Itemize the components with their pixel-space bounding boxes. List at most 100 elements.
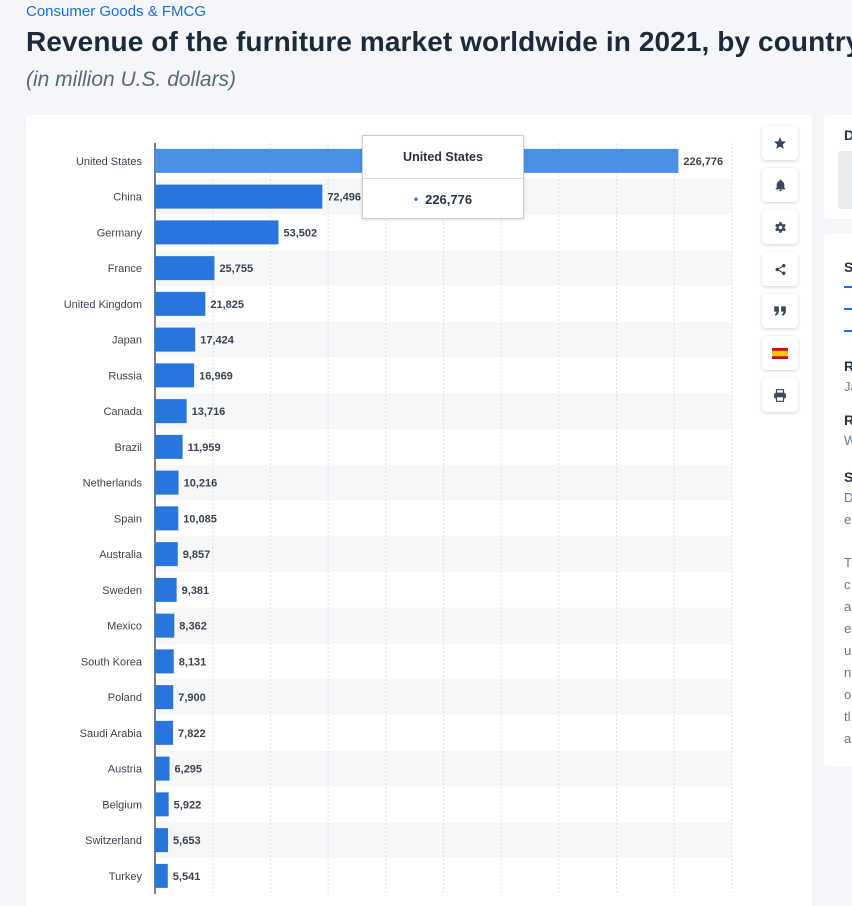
quote-icon — [774, 306, 786, 316]
bar-chart: United States 226,776 China 72,496 Germany 53… — [64, 143, 733, 894]
data-label: 5,541 — [173, 871, 201, 883]
category-label: Austria — [108, 764, 143, 776]
chart-card: United States 226,776 China 72,496 Germany 53… — [26, 115, 812, 906]
side-panel-tab-line — [844, 286, 852, 288]
side-panel-char: W — [844, 433, 852, 448]
category-label: Belgium — [102, 799, 142, 811]
side-panel-char: T — [844, 555, 852, 570]
data-label: 21,825 — [210, 299, 244, 311]
side-panel-char: a — [844, 599, 852, 614]
bar — [155, 613, 175, 638]
data-label: 5,922 — [174, 799, 202, 811]
category-label: Mexico — [107, 621, 142, 633]
bar — [155, 863, 168, 888]
page-title: Revenue of the furniture market worldwid… — [26, 26, 852, 57]
data-label: 53,502 — [283, 227, 317, 239]
bar — [155, 649, 174, 674]
print-button[interactable] — [762, 378, 798, 412]
data-label: 5,653 — [173, 835, 201, 847]
data-label: 226,776 — [683, 156, 723, 168]
side-panel-char: n — [844, 665, 852, 680]
bar — [155, 685, 174, 710]
bar — [155, 220, 279, 245]
category-label: Sweden — [102, 585, 142, 597]
bar — [155, 506, 179, 531]
side-panel-char: S — [844, 469, 852, 485]
side-panel-download: D — [824, 115, 852, 219]
share-button[interactable] — [762, 252, 798, 286]
side-panel-char: c — [844, 577, 851, 592]
bar — [155, 470, 179, 495]
side-panel-char: R — [844, 412, 852, 428]
row-stripe — [155, 679, 732, 715]
category-label: United Kingdom — [64, 299, 142, 311]
row-stripe — [155, 607, 732, 644]
data-label: 10,085 — [183, 513, 217, 525]
spain-flag-icon — [772, 347, 788, 359]
category-label: Germany — [97, 227, 143, 239]
data-label: 11,959 — [188, 442, 221, 454]
language-button[interactable] — [762, 336, 798, 370]
favorite-button[interactable] — [762, 126, 798, 160]
bar — [155, 792, 169, 817]
tooltip-bullet-icon: • — [413, 192, 419, 206]
data-label: 10,216 — [184, 478, 218, 490]
data-label: 72,496 — [327, 192, 361, 204]
side-panel-char: R — [844, 358, 852, 374]
bar — [155, 542, 178, 567]
category-label: Poland — [108, 692, 142, 704]
star-icon — [773, 137, 787, 149]
printer-icon — [774, 388, 786, 402]
side-panel-char: D — [844, 490, 852, 505]
side-panel-info: S R Ja R W S D e T c a e u n o tl a — [824, 234, 852, 766]
data-label: 17,424 — [200, 335, 235, 347]
share-icon — [775, 263, 785, 275]
category-label: Japan — [112, 335, 142, 347]
category-label: South Korea — [81, 656, 143, 668]
category-label: Turkey — [109, 871, 143, 883]
cite-button[interactable] — [762, 294, 798, 328]
category-label: Brazil — [114, 442, 142, 454]
bar — [155, 363, 195, 388]
bar — [155, 184, 323, 209]
data-label: 6,295 — [175, 764, 203, 776]
chart-tooltip: United States • 226,776 — [362, 135, 524, 219]
side-panel-char: tl — [844, 709, 851, 724]
side-panel-tab-line — [844, 308, 852, 310]
row-stripe — [155, 464, 732, 501]
bar — [155, 399, 187, 424]
category-label: Australia — [99, 549, 143, 561]
data-label: 7,900 — [178, 692, 206, 704]
category-label: Russia — [108, 370, 143, 382]
category-label: United States — [76, 156, 143, 168]
chart-toolbar — [762, 126, 798, 420]
notification-button[interactable] — [762, 168, 798, 202]
side-panel-tab-line — [844, 330, 852, 332]
category-label: Switzerland — [85, 835, 142, 847]
data-label: 9,381 — [182, 585, 210, 597]
bar — [155, 720, 174, 745]
side-panel-char: e — [844, 621, 852, 636]
data-label: 25,755 — [219, 263, 253, 275]
side-panel-download-button[interactable] — [838, 151, 852, 209]
category-label: China — [113, 192, 143, 204]
tooltip-value-row: • 226,776 — [363, 179, 523, 219]
data-label: 16,969 — [199, 370, 233, 382]
data-label: 7,822 — [178, 728, 206, 740]
settings-button[interactable] — [762, 210, 798, 244]
data-label: 9,857 — [183, 549, 211, 561]
category-label: France — [108, 263, 142, 275]
category-label: Saudi Arabia — [80, 728, 143, 740]
category-label: Netherlands — [83, 478, 143, 490]
breadcrumb[interactable]: Consumer Goods & FMCG — [26, 3, 207, 20]
side-panel-char: Ja — [844, 379, 852, 394]
side-panel-char: u — [844, 643, 852, 658]
bar — [155, 577, 177, 602]
bar — [155, 256, 215, 281]
data-label: 13,716 — [192, 406, 226, 418]
side-panel-heading: D — [844, 127, 852, 143]
row-stripe — [155, 536, 732, 572]
page-subtitle: (in million U.S. dollars) — [26, 68, 237, 91]
data-label: 8,131 — [179, 656, 207, 668]
gear-icon — [774, 221, 786, 233]
